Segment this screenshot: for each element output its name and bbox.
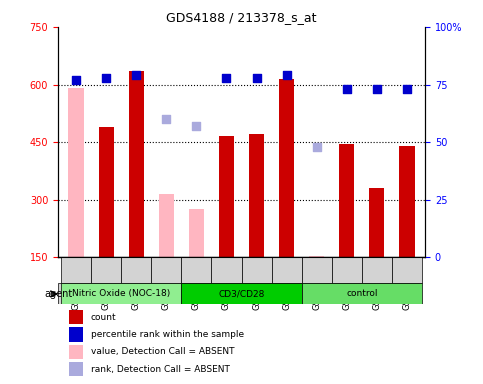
Bar — [302, 257, 332, 283]
Bar — [69, 327, 83, 342]
Bar — [69, 88, 84, 257]
Point — [313, 144, 321, 150]
Point — [132, 72, 140, 78]
Bar — [159, 194, 174, 257]
Text: count: count — [91, 313, 116, 322]
Bar — [339, 144, 355, 257]
Text: control: control — [346, 290, 378, 298]
Point — [223, 74, 230, 81]
Point — [72, 77, 80, 83]
Bar — [249, 134, 264, 257]
Text: agent: agent — [45, 289, 73, 299]
Bar — [69, 310, 83, 324]
Bar — [332, 257, 362, 283]
Point — [193, 123, 200, 129]
Bar — [279, 79, 294, 257]
Title: GDS4188 / 213378_s_at: GDS4188 / 213378_s_at — [166, 11, 317, 24]
Bar — [302, 283, 422, 304]
Bar — [58, 283, 419, 304]
Point — [102, 74, 110, 81]
Point — [253, 74, 260, 81]
Point — [403, 86, 411, 92]
Text: CD3/CD28: CD3/CD28 — [218, 290, 265, 298]
Point — [343, 86, 351, 92]
Bar — [91, 257, 121, 283]
Bar — [69, 362, 83, 376]
Point — [283, 72, 290, 78]
Bar — [128, 71, 144, 257]
Bar — [392, 257, 422, 283]
Bar — [399, 146, 414, 257]
Bar — [61, 257, 91, 283]
Text: rank, Detection Call = ABSENT: rank, Detection Call = ABSENT — [91, 365, 230, 374]
Bar — [362, 257, 392, 283]
Bar — [181, 257, 212, 283]
Bar — [242, 257, 271, 283]
Bar — [309, 255, 324, 257]
Bar — [181, 283, 302, 304]
Bar — [69, 344, 83, 359]
Bar — [189, 209, 204, 257]
Text: Nitric Oxide (NOC-18): Nitric Oxide (NOC-18) — [72, 290, 170, 298]
Text: percentile rank within the sample: percentile rank within the sample — [91, 330, 244, 339]
Bar — [369, 188, 384, 257]
Bar — [219, 136, 234, 257]
Point — [162, 116, 170, 122]
Bar — [61, 283, 181, 304]
Bar — [151, 257, 181, 283]
Bar — [99, 127, 114, 257]
Bar — [271, 257, 302, 283]
Point — [373, 86, 381, 92]
Bar — [212, 257, 242, 283]
Text: value, Detection Call = ABSENT: value, Detection Call = ABSENT — [91, 347, 235, 356]
Bar — [121, 257, 151, 283]
